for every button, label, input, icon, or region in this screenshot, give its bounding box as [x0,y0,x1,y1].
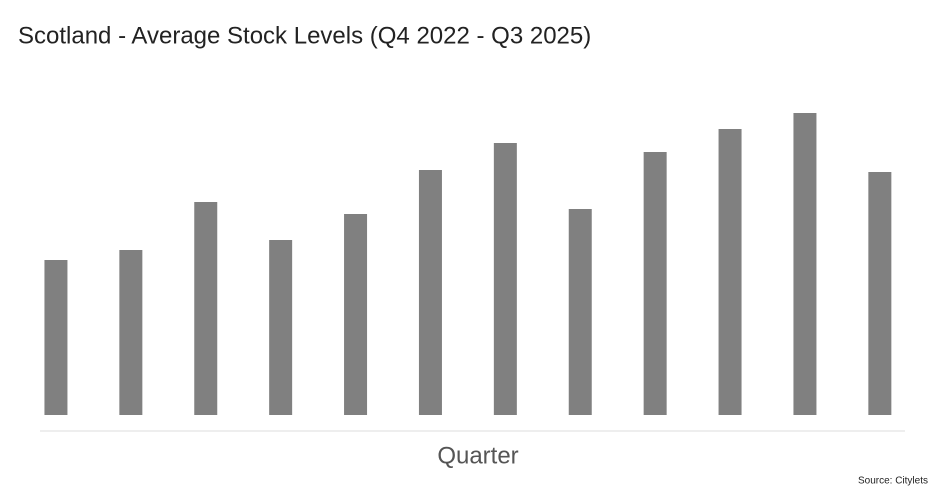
source-note: Source: Citylets [858,476,928,487]
bar [344,214,368,415]
bar [119,250,143,415]
bar [493,143,517,415]
bar [194,202,218,415]
bar [643,152,667,415]
bar [568,209,592,415]
bar [868,172,892,415]
chart-title: Scotland - Average Stock Levels (Q4 2022… [18,22,591,49]
bar [718,129,742,415]
bar [418,170,442,415]
bar [44,260,68,415]
x-axis-label: Quarter [437,442,518,469]
bar [793,113,817,415]
bar [269,240,293,415]
